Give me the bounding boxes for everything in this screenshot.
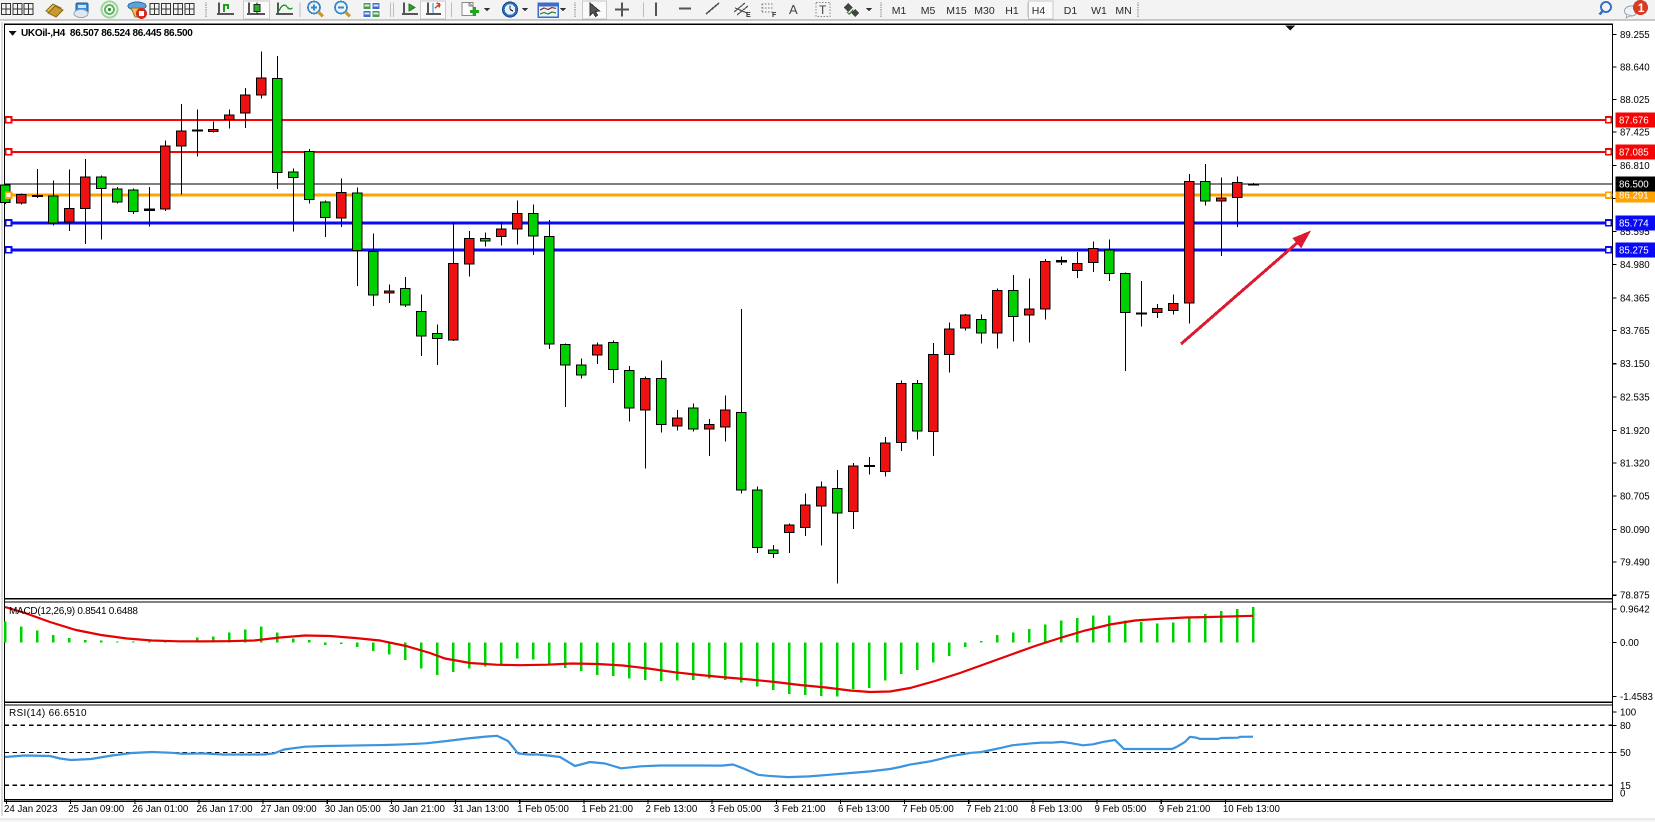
svg-text:7 Feb 05:00: 7 Feb 05:00 [902,804,954,815]
svg-text:MACD(12,26,9) 0.8541 0.6488: MACD(12,26,9) 0.8541 0.6488 [9,606,138,617]
svg-text:100: 100 [1620,708,1637,719]
svg-text:F: F [772,12,777,19]
svg-text:88.025: 88.025 [1620,95,1650,106]
svg-text:89.255: 89.255 [1620,30,1650,41]
svg-text:9 Feb 05:00: 9 Feb 05:00 [1095,804,1147,815]
svg-text:83.150: 83.150 [1620,359,1650,370]
svg-text:80: 80 [1620,721,1631,732]
svg-text:85.595: 85.595 [1620,227,1650,238]
svg-text:85.774: 85.774 [1619,218,1649,229]
svg-text:3 Feb 05:00: 3 Feb 05:00 [710,804,762,815]
svg-text:1 Feb 21:00: 1 Feb 21:00 [581,804,633,815]
svg-text:7 Feb 21:00: 7 Feb 21:00 [966,804,1018,815]
svg-text:26 Jan 01:00: 26 Jan 01:00 [132,804,189,815]
svg-text:MN: MN [1115,5,1131,17]
svg-text:83.765: 83.765 [1620,326,1650,337]
svg-text:25 Jan 09:00: 25 Jan 09:00 [68,804,125,815]
svg-text:0.9642: 0.9642 [1620,605,1650,616]
svg-text:27 Jan 09:00: 27 Jan 09:00 [261,804,318,815]
svg-text:9 Feb 21:00: 9 Feb 21:00 [1159,804,1211,815]
svg-text:8 Feb 13:00: 8 Feb 13:00 [1030,804,1082,815]
svg-text:24 Jan 2023: 24 Jan 2023 [4,804,57,815]
svg-text:88.640: 88.640 [1620,63,1650,74]
svg-text:E: E [746,12,751,19]
svg-text:31 Jan 13:00: 31 Jan 13:00 [453,804,510,815]
svg-text:0: 0 [1620,788,1626,799]
svg-text:81.920: 81.920 [1620,426,1650,437]
svg-text:M1: M1 [892,5,907,17]
svg-text:86.810: 86.810 [1620,161,1650,172]
svg-text:T: T [819,3,827,17]
svg-text:87.425: 87.425 [1620,128,1650,139]
svg-text:50: 50 [1620,748,1631,759]
svg-text:79.490: 79.490 [1620,557,1650,568]
svg-text:15: 15 [1620,781,1631,792]
svg-text:86.291: 86.291 [1619,191,1649,202]
svg-text:82.535: 82.535 [1620,393,1650,404]
svg-text:M15: M15 [946,5,967,17]
svg-text:2 Feb 13:00: 2 Feb 13:00 [646,804,698,815]
svg-text:3 Feb 21:00: 3 Feb 21:00 [774,804,826,815]
svg-text:D1: D1 [1064,5,1078,17]
svg-text:A: A [789,2,798,17]
svg-text:26 Jan 17:00: 26 Jan 17:00 [196,804,253,815]
svg-text:87.085: 87.085 [1619,147,1649,158]
svg-text:RSI(14) 66.6510: RSI(14) 66.6510 [9,708,87,719]
svg-text:87.676: 87.676 [1619,115,1649,126]
svg-text:6 Feb 13:00: 6 Feb 13:00 [838,804,890,815]
svg-text:10 Feb 13:00: 10 Feb 13:00 [1223,804,1281,815]
svg-text:1 Feb 05:00: 1 Feb 05:00 [517,804,569,815]
svg-text:1: 1 [1638,1,1645,15]
svg-text:86.500: 86.500 [1619,179,1649,190]
svg-text:W1: W1 [1091,5,1107,17]
svg-text:H4: H4 [1032,5,1046,17]
svg-text:78.875: 78.875 [1620,591,1650,602]
svg-text:85.275: 85.275 [1619,245,1649,256]
svg-text:UKOil-,H4 86.507 86.524 86.44: UKOil-,H4 86.507 86.524 86.445 86.500 [21,28,193,39]
svg-text:30 Jan 05:00: 30 Jan 05:00 [325,804,382,815]
svg-text:M5: M5 [921,5,936,17]
svg-text:81.320: 81.320 [1620,458,1650,469]
svg-text:H1: H1 [1005,5,1019,17]
svg-text:84.365: 84.365 [1620,293,1650,304]
svg-text:0.00: 0.00 [1620,638,1639,649]
svg-text:80.090: 80.090 [1620,525,1650,536]
svg-text:-1.4583: -1.4583 [1620,692,1653,703]
svg-text:M30: M30 [974,5,995,17]
svg-text:30 Jan 21:00: 30 Jan 21:00 [389,804,446,815]
svg-text:80.705: 80.705 [1620,492,1650,503]
svg-text:84.980: 84.980 [1620,260,1650,271]
